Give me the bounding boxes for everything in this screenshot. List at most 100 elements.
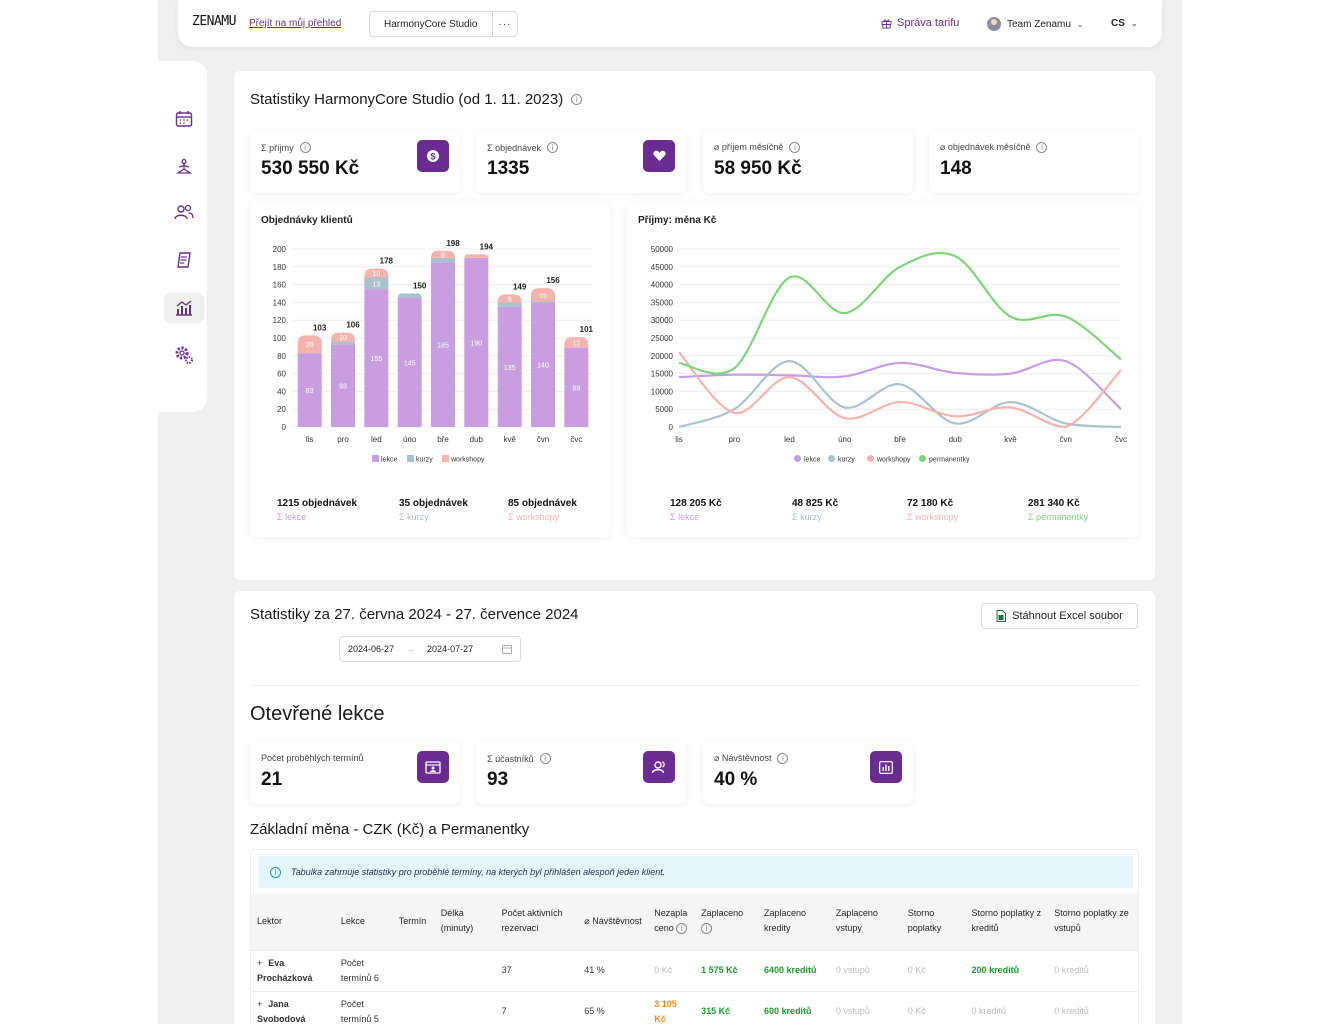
sum-label: Σ kurzy [792,512,822,522]
download-excel-button[interactable]: Stáhnout Excel soubor [981,603,1138,629]
info-icon[interactable]: i [571,94,583,105]
col-header[interactable]: Zaplaceno kredity [757,893,830,950]
legend-label: workshopy [876,457,911,464]
info-icon[interactable]: i [701,923,713,935]
stat-value: 21 [261,769,283,790]
stat-label: Σ objednávek [487,142,542,153]
lesson-cell: Počet termínů 5 [334,990,393,1024]
stat-card-orders: Σ objednávek i 1335 [476,130,686,193]
unpaid-cell: 3 105 Kč [648,990,696,1024]
col-header[interactable]: Storno poplatky z kreditů [965,893,1049,950]
bar-segment-kurzy [431,257,455,263]
section-title: Otevřené lekce [250,703,385,725]
legend-label: lekce [804,457,820,464]
stat-card-avg-income: ⌀ příjem měsíčně i 58 950 Kč [703,130,913,193]
y-tick-label: 45000 [651,263,674,272]
participants-icon [643,751,675,783]
col-header[interactable]: Lektor [251,893,335,950]
table-header-row: Lektor Lekce Termín Délka (minuty) Počet… [251,893,1138,950]
col-header[interactable]: ⌀ Návštěvnost [578,893,649,950]
divider [250,685,1138,686]
bar-value-label: 89 [572,385,580,392]
expand-row-button[interactable]: + [257,957,263,968]
svg-text:$: $ [430,152,435,162]
sidebar-item-lessons[interactable] [164,152,204,182]
bar-value-label: 10 [372,271,380,278]
col-header[interactable]: Zaplaceno vstupy [829,893,902,950]
team-menu[interactable]: Team Zenamu ⌄ [987,17,1084,31]
stat-value: 93 [487,769,509,790]
sum-label: Σ workshopy [508,512,560,522]
col-header[interactable]: Lekce [334,893,393,950]
y-tick-label: 180 [273,263,287,272]
bar-segment-kurzy [331,341,355,345]
date-to[interactable]: 2024-07-27 [427,644,474,654]
length-cell [434,990,496,1024]
lecturer-cell[interactable]: + Eva Procházková [251,949,335,991]
date-from[interactable]: 2024-06-27 [348,644,395,654]
bar-value-label: 12 [572,340,580,347]
table-notice: i Tabulka zahrnuje statistiky pro proběh… [258,856,1133,888]
studio-select[interactable]: HarmonyCore Studio ··· [369,11,518,37]
table-row[interactable]: + Eva Procházková Počet termínů 6 37 41 %… [251,949,1138,991]
bar-value-label: 190 [470,340,482,347]
y-tick-label: 15000 [651,370,674,379]
x-tick-label: bře [437,435,449,444]
sidebar-item-statistics[interactable] [164,293,204,323]
tariff-link[interactable]: Správa tarifu [881,17,959,29]
stat-value: 148 [940,158,972,179]
x-tick-label: dub [470,435,484,444]
overview-link[interactable]: Přejít na můj přehled [249,18,342,29]
info-icon[interactable]: i [299,142,311,153]
col-header-paid[interactable]: Zaplaceno i [695,893,758,950]
logo[interactable]: ZENAMU [192,14,236,29]
sidebar-item-clients[interactable] [164,197,204,227]
team-name: Team Zenamu [1007,18,1071,30]
studio-name[interactable]: HarmonyCore Studio [384,18,478,30]
col-header[interactable]: Storno poplatky ze vstupů [1048,893,1138,950]
col-header-unpaid[interactable]: Nezaplaceno i [648,893,696,950]
lecturer-cell[interactable]: + Jana Svobodová [251,990,335,1024]
info-icon[interactable]: i [1036,142,1048,153]
sidebar-item-calendar[interactable] [164,104,204,134]
stat-value: 58 950 Kč [714,158,802,179]
info-icon[interactable]: i [539,753,551,764]
sum-value: 35 objednávek [399,498,468,509]
sidebar-item-settings[interactable] [164,340,204,370]
sidebar-item-orders[interactable] [164,245,204,275]
dollar-icon: $ [417,140,449,172]
calendar-icon [502,645,512,654]
bar-value-label: 155 [370,356,382,363]
col-header[interactable]: Délka (minuty) [434,893,496,950]
income-line-chart: 0 5000 10000 15000 20000 25000 30000 35000 40000… [651,245,1127,464]
bar-total-label: 101 [580,325,594,334]
info-icon[interactable]: i [789,142,801,153]
language-select[interactable]: CS ⌄ [1111,18,1138,29]
info-icon[interactable]: i [547,142,559,153]
stat-card-terms: Počet proběhlých termínů 21 [250,741,460,804]
unpaid-cell: 0 Kč [648,949,696,991]
y-tick-label: 140 [273,298,287,307]
legend-label: workshopy [450,457,485,464]
info-icon[interactable]: i [777,753,789,764]
legend-label: kurzy [416,457,433,464]
bar-value-label: 83 [306,388,314,395]
x-tick-label: dub [949,435,963,444]
stat-value: 1335 [487,158,530,179]
paid-credits-cell: 600 kreditů [757,990,830,1024]
more-options-button[interactable]: ··· [492,12,517,36]
expand-row-button[interactable]: + [257,998,263,1009]
storno-entries-cell: 0 kreditů [1048,990,1138,1024]
table-row[interactable]: + Jana Svobodová Počet termínů 5 7 65 % 3… [251,990,1138,1024]
y-tick-label: 0 [282,423,287,432]
col-header[interactable]: Počet aktivních rezervací [495,893,579,950]
col-header[interactable]: Storno poplatky [901,893,966,950]
legend-label: kurzy [838,457,855,464]
y-tick-label: 50000 [651,245,674,254]
income-sum-workshopy: 72 180 Kč Σ workshopy [907,498,958,522]
col-header[interactable]: Termín [392,893,435,950]
x-tick-label: bře [894,435,906,444]
info-icon[interactable]: i [676,923,688,935]
date-range-picker[interactable]: 2024-06-27 → 2024-07-27 [339,636,521,662]
col-header-label: Zaplaceno [701,908,744,919]
